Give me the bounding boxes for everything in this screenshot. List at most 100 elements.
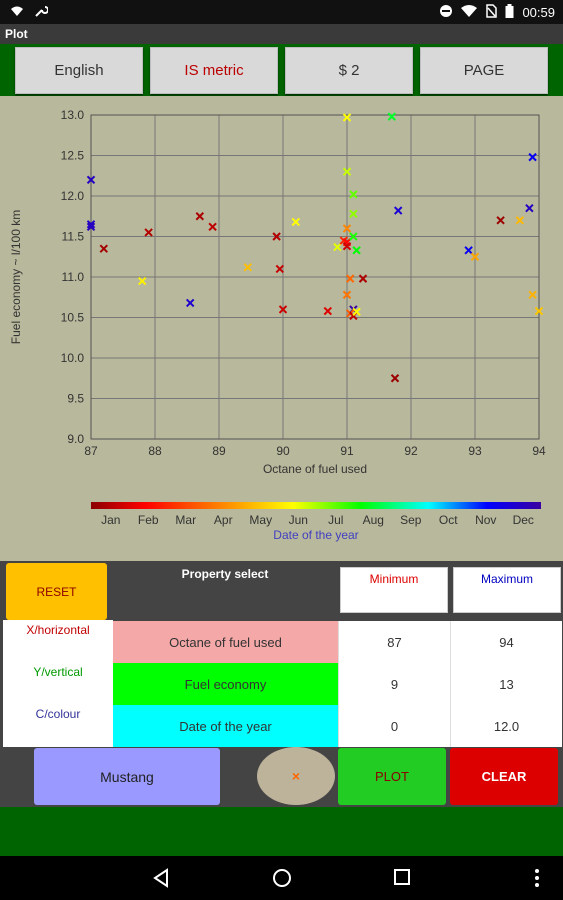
month-label: Feb [138,513,159,527]
home-icon[interactable] [272,868,292,888]
month-label: Nov [475,513,496,527]
data-point [345,274,355,283]
data-point [470,252,480,261]
scatter-chart[interactable]: 9.09.510.010.511.011.512.012.513.0 87 88 8… [0,96,563,561]
month-label: Dec [513,513,534,527]
y-axis-ticks: 9.0 9.5 10.0 10.5 11.0 11.5 12.0 12.5 13.0 [61,108,85,446]
month-label: Jan [101,513,120,527]
y-tick-label: 11.5 [62,230,85,244]
axis-roles: X/horizontal Y/vertical C/colour [3,620,113,747]
x-tick-label: 94 [532,444,546,458]
data-point [137,276,147,286]
car-select-button[interactable]: Mustang [34,748,220,805]
recents-icon[interactable] [393,868,411,886]
y-tick-label: 12.5 [61,149,85,163]
data-point [496,216,505,225]
data-point [278,305,288,314]
data-point [342,242,352,251]
x-tick-label: 93 [468,444,482,458]
y-tick-label: 12.0 [61,189,85,203]
data-point [528,152,537,162]
month-label: Jul [328,513,343,527]
wrench-icon [34,4,49,21]
wifi-signal-icon [461,5,478,20]
x-maximum-value[interactable]: 94 [450,621,562,663]
c-property-selector[interactable]: Date of the year [113,705,338,747]
y-tick-label: 9.0 [67,432,84,446]
colorbar [91,502,541,509]
price-button[interactable]: $ 2 [285,47,413,94]
x-tick-label: 91 [340,444,354,458]
x-axis-ticks: 87 88 89 90 91 92 93 94 [84,444,546,458]
wifi-icon [10,5,24,20]
plot-grid [90,114,540,440]
colorbar-label: Date of the year [273,528,358,542]
c-maximum-value[interactable]: 12.0 [450,705,562,747]
data-point [144,228,153,237]
back-icon[interactable] [152,868,170,888]
month-label: Jun [289,513,308,527]
data-points [86,112,544,383]
y-tick-label: 11.0 [62,270,85,284]
data-point [323,306,333,316]
status-bar: 00:59 [0,0,563,24]
role-x-horizontal: X/horizontal [26,623,90,637]
y-property-selector[interactable]: Fuel economy [113,663,338,705]
data-point [185,298,195,308]
c-minimum-value[interactable]: 0 [338,705,450,747]
data-point [291,217,301,227]
battery-icon [505,4,514,21]
x-tick-label: 88 [148,444,162,458]
marker-style-button[interactable]: × [257,747,335,805]
no-sim-icon [485,4,498,21]
minimum-header: Minimum [340,567,448,613]
toolbar: English IS metric $ 2 PAGE [0,44,563,96]
plot-area[interactable]: 9.0 9.5 10.0 10.5 11.0 11.5 12.0 12.5 13.0 87 88 8… [0,96,563,561]
data-point [243,263,253,272]
data-point [349,190,358,199]
colorbar-month-labels: Jan Feb Mar Apr May Jun Jul Aug Sep Oct Nov Dec [101,513,534,527]
overflow-menu-icon[interactable] [533,868,541,888]
plot-frame [90,114,540,440]
data-point [195,212,205,221]
y-minimum-value[interactable]: 9 [338,663,450,705]
data-point [99,244,109,253]
x-property-selector[interactable]: Octane of fuel used [113,621,338,663]
x-minimum-value[interactable]: 87 [338,621,450,663]
role-y-vertical: Y/vertical [33,665,83,679]
data-point [342,224,352,233]
data-point [534,306,544,316]
data-point [86,222,96,231]
maximum-header: Maximum [453,567,561,613]
data-point [86,175,96,185]
data-point [333,242,342,252]
units-button[interactable]: IS metric [150,47,278,94]
y-maximum-value[interactable]: 13 [450,663,562,705]
data-point [390,374,400,383]
data-point [358,274,368,283]
month-label: May [249,513,272,527]
month-label: Sep [400,513,422,527]
data-point [387,112,397,121]
clock: 00:59 [522,5,555,20]
data-point [275,264,285,274]
month-label: Aug [363,513,384,527]
clear-button[interactable]: CLEAR [450,748,558,805]
page-button[interactable]: PAGE [420,47,548,94]
plot-button[interactable]: PLOT [338,748,446,805]
data-point [342,167,352,176]
app-title: Plot [0,24,563,44]
reset-button[interactable]: RESET [6,563,107,620]
y-tick-label: 10.0 [61,351,85,365]
month-label: Oct [439,513,458,527]
x-tick-label: 89 [212,444,226,458]
month-label: Mar [175,513,196,527]
x-tick-label: 90 [276,444,290,458]
data-point [525,203,534,213]
data-point [342,113,352,122]
property-select-heading: Property select [181,567,269,581]
language-button[interactable]: English [15,47,143,94]
data-point [352,307,361,317]
bottom-bar [0,807,563,856]
do-not-disturb-icon [439,4,453,21]
